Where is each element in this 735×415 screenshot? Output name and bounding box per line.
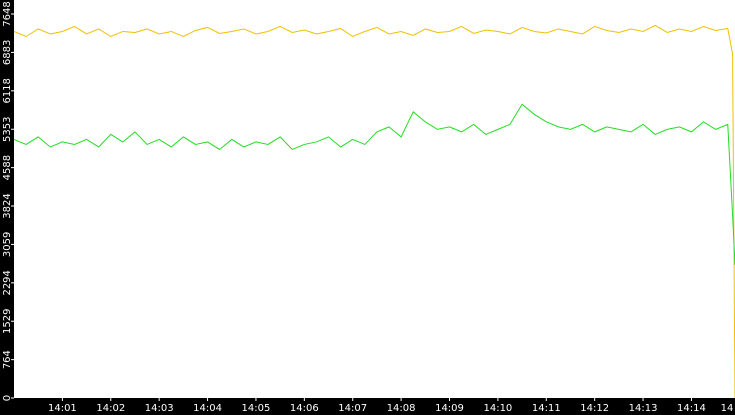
line: [13, 103, 735, 265]
x-tick-label: 14:07: [338, 403, 367, 414]
y-tick-label: 6118: [2, 78, 13, 103]
x-tick-label: 14:02: [96, 403, 125, 414]
y-tick-label: 3824: [2, 193, 13, 218]
x-tick-label: 14:12: [580, 403, 609, 414]
x-tick-label: 14:08: [387, 403, 416, 414]
line: [13, 24, 735, 399]
x-tick-label: 14:14: [677, 403, 706, 414]
y-axis-band: [0, 0, 14, 415]
x-axis-band: [0, 398, 735, 415]
y-tick-label: 7648: [2, 1, 13, 26]
x-tick-label: 14:06: [290, 403, 319, 414]
y-tick-label: 2294: [2, 270, 13, 295]
y-tick-label: 0: [2, 395, 13, 401]
x-tick-label: 14:05: [242, 403, 271, 414]
x-tick-label: 14:11: [532, 403, 561, 414]
x-tick-label: 14:10: [483, 403, 512, 414]
x-tick-label: 14:03: [145, 403, 174, 414]
y-tick-label: 5353: [2, 117, 13, 142]
y-tick-label: 1529: [2, 309, 13, 334]
x-tick-label: 14:09: [435, 403, 464, 414]
x-tick-label: 14:04: [193, 403, 222, 414]
y-tick-label: 6883: [2, 40, 13, 65]
y-tick-label: 764: [2, 350, 13, 369]
x-tick-label: 14: [721, 403, 734, 414]
y-tick-label: 4588: [2, 155, 13, 180]
y-tick-label: 3059: [2, 232, 13, 257]
x-tick-label: 14:13: [629, 403, 658, 414]
x-tick-label: 14:01: [48, 403, 77, 414]
